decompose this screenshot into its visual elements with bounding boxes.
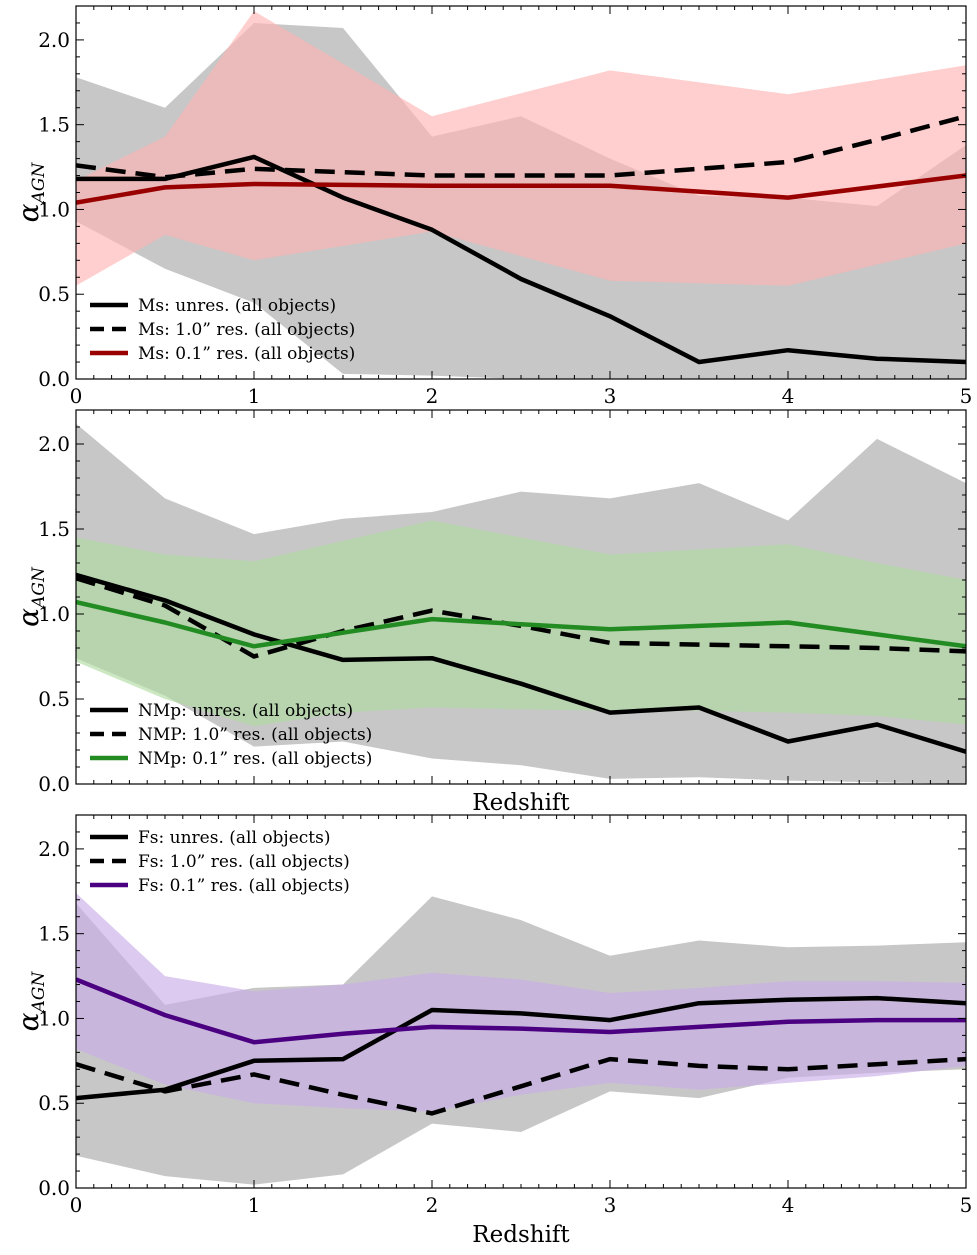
y-tick-label: 1.0 bbox=[38, 1006, 70, 1030]
y-tick-label: 1.5 bbox=[38, 922, 70, 946]
y-tick-label: 1.0 bbox=[38, 197, 70, 221]
y-axis-label: αAGN bbox=[12, 566, 49, 627]
legend-entry: Ms: unres. (all objects) bbox=[138, 296, 336, 316]
y-tick-label: 0.0 bbox=[38, 772, 70, 796]
y-axis-label: αAGN bbox=[12, 971, 49, 1032]
legend-entry: Fs: 1.0” res. (all objects) bbox=[138, 852, 350, 872]
legend-entry: Fs: unres. (all objects) bbox=[138, 828, 330, 848]
series-line-3 bbox=[76, 977, 966, 1045]
series-line-1 bbox=[76, 154, 966, 365]
plot-area bbox=[76, 893, 966, 1185]
x-tick-label: 3 bbox=[604, 384, 617, 408]
x-tick-label: 4 bbox=[782, 1193, 795, 1217]
y-tick-label: 2.0 bbox=[38, 432, 70, 456]
y-tick-label: 0.5 bbox=[38, 687, 70, 711]
x-axis-label: Redshift bbox=[472, 790, 570, 816]
legend: Ms: unres. (all objects) Ms: 1.0” res. (a… bbox=[90, 296, 355, 364]
x-tick-label: 2 bbox=[426, 384, 439, 408]
panel-3: 0.0 0.5 1.0 1.5 2.0 0 1 2 3 4 5 αAGN Redshift Fs: unr… bbox=[12, 814, 973, 1248]
x-tick-label: 0 bbox=[70, 1193, 83, 1217]
x-tick-label: 4 bbox=[782, 384, 795, 408]
y-tick-label: 2.0 bbox=[38, 837, 70, 861]
legend-entry: NMP: 1.0” res. (all objects) bbox=[138, 725, 372, 745]
legend: NMp: unres. (all objects) NMP: 1.0” res. … bbox=[90, 701, 372, 769]
plot-area bbox=[76, 423, 966, 784]
y-tick-label: 1.5 bbox=[38, 517, 70, 541]
panel-2: 0.0 0.5 1.0 1.5 2.0 αAGN Redshift NMp: unres. (… bbox=[12, 409, 967, 816]
x-axis-label: Redshift bbox=[472, 1222, 570, 1248]
legend: Fs: unres. (all objects) Fs: 1.0” res. (a… bbox=[90, 828, 350, 896]
x-tick-label: 5 bbox=[960, 1193, 973, 1217]
spread-band-2 bbox=[76, 11, 966, 286]
y-tick-label: 1.0 bbox=[38, 602, 70, 626]
y-tick-label: 2.0 bbox=[38, 28, 70, 52]
plot-area bbox=[76, 11, 966, 379]
y-tick-label: 0.0 bbox=[38, 1176, 70, 1200]
series-line-2 bbox=[76, 1056, 966, 1116]
series-line-3 bbox=[76, 599, 966, 649]
legend-entry: NMp: unres. (all objects) bbox=[138, 701, 353, 721]
y-tick-label: 0.5 bbox=[38, 282, 70, 306]
x-tick-label: 5 bbox=[960, 384, 973, 408]
x-tick-label: 0 bbox=[70, 384, 83, 408]
legend-entry: NMp: 0.1” res. (all objects) bbox=[138, 749, 372, 769]
y-tick-label: 0.0 bbox=[38, 367, 70, 391]
y-tick-label: 0.5 bbox=[38, 1091, 70, 1115]
panel-1: 0.0 0.5 1.0 1.5 2.0 0 1 2 3 4 5 αAGN Ms: unres. (all… bbox=[12, 5, 973, 408]
legend-entry: Ms: 0.1” res. (all objects) bbox=[138, 344, 355, 364]
series-line-1 bbox=[76, 995, 966, 1101]
legend-entry: Ms: 1.0” res. (all objects) bbox=[138, 320, 355, 340]
legend-entry: Fs: 0.1” res. (all objects) bbox=[138, 876, 350, 896]
series-line-3 bbox=[76, 173, 966, 205]
spread-band-2 bbox=[76, 893, 966, 1112]
x-tick-label: 1 bbox=[248, 384, 261, 408]
series-line-1 bbox=[76, 572, 966, 754]
x-tick-label: 2 bbox=[426, 1193, 439, 1217]
x-tick-label: 3 bbox=[604, 1193, 617, 1217]
y-axis-label: αAGN bbox=[12, 162, 49, 223]
y-tick-label: 1.5 bbox=[38, 113, 70, 137]
x-tick-label: 1 bbox=[248, 1193, 261, 1217]
